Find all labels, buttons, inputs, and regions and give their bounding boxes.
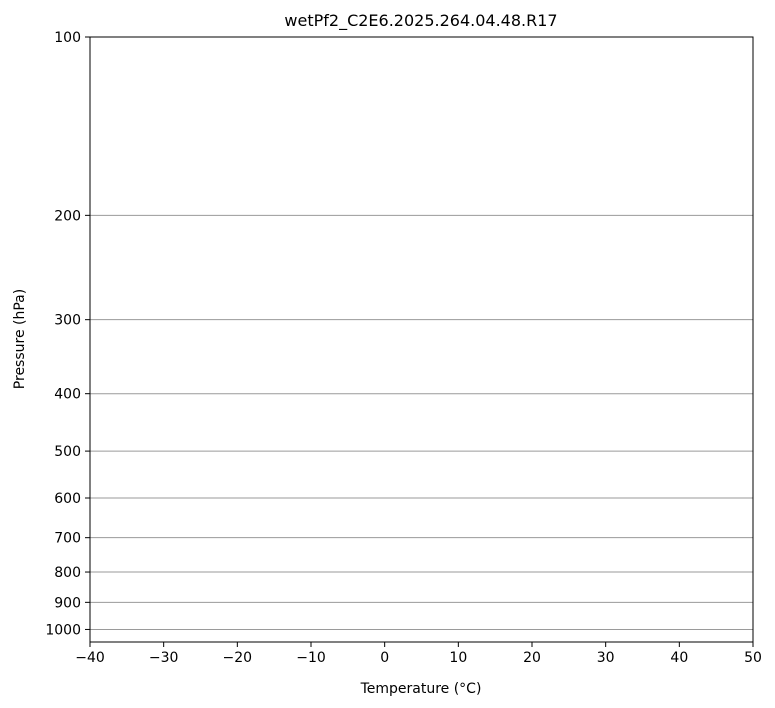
y-tick-label: 600 [54, 491, 81, 507]
x-tick-label: −40 [75, 650, 105, 666]
y-tick-label: 900 [54, 595, 81, 611]
x-tick-label: 20 [523, 650, 541, 666]
x-tick-label: −30 [149, 650, 179, 666]
y-tick-label: 1000 [45, 622, 81, 638]
x-tick-label: 40 [670, 650, 688, 666]
x-tick-label: 0 [380, 650, 389, 666]
y-tick-label: 200 [54, 208, 81, 224]
y-tick-label: 700 [54, 531, 81, 547]
y-tick-label: 500 [54, 444, 81, 460]
y-tick-label: 800 [54, 565, 81, 581]
y-tick-label: 100 [54, 30, 81, 46]
y-tick-label: 400 [54, 387, 81, 403]
pressure-gridlines [90, 37, 753, 630]
x-tick-label: 50 [744, 650, 762, 666]
x-tick-label: −20 [223, 650, 253, 666]
x-axis-label: Temperature (°C) [360, 681, 482, 697]
x-tick-label: −10 [296, 650, 326, 666]
chart-title: wetPf2_C2E6.2025.264.04.48.R17 [284, 11, 557, 31]
y-axis-label: Pressure (hPa) [12, 289, 28, 389]
plot-frame [89, 36, 754, 643]
x-tick-label: 10 [449, 650, 467, 666]
y-tick-label: 300 [54, 313, 81, 329]
x-axis-ticks: −40 −30 −20 −10 0 10 20 30 40 50 [75, 642, 762, 666]
x-tick-label: 30 [597, 650, 615, 666]
y-axis-ticks: 100 200 300 400 500 600 700 800 900 1000 [45, 30, 90, 638]
